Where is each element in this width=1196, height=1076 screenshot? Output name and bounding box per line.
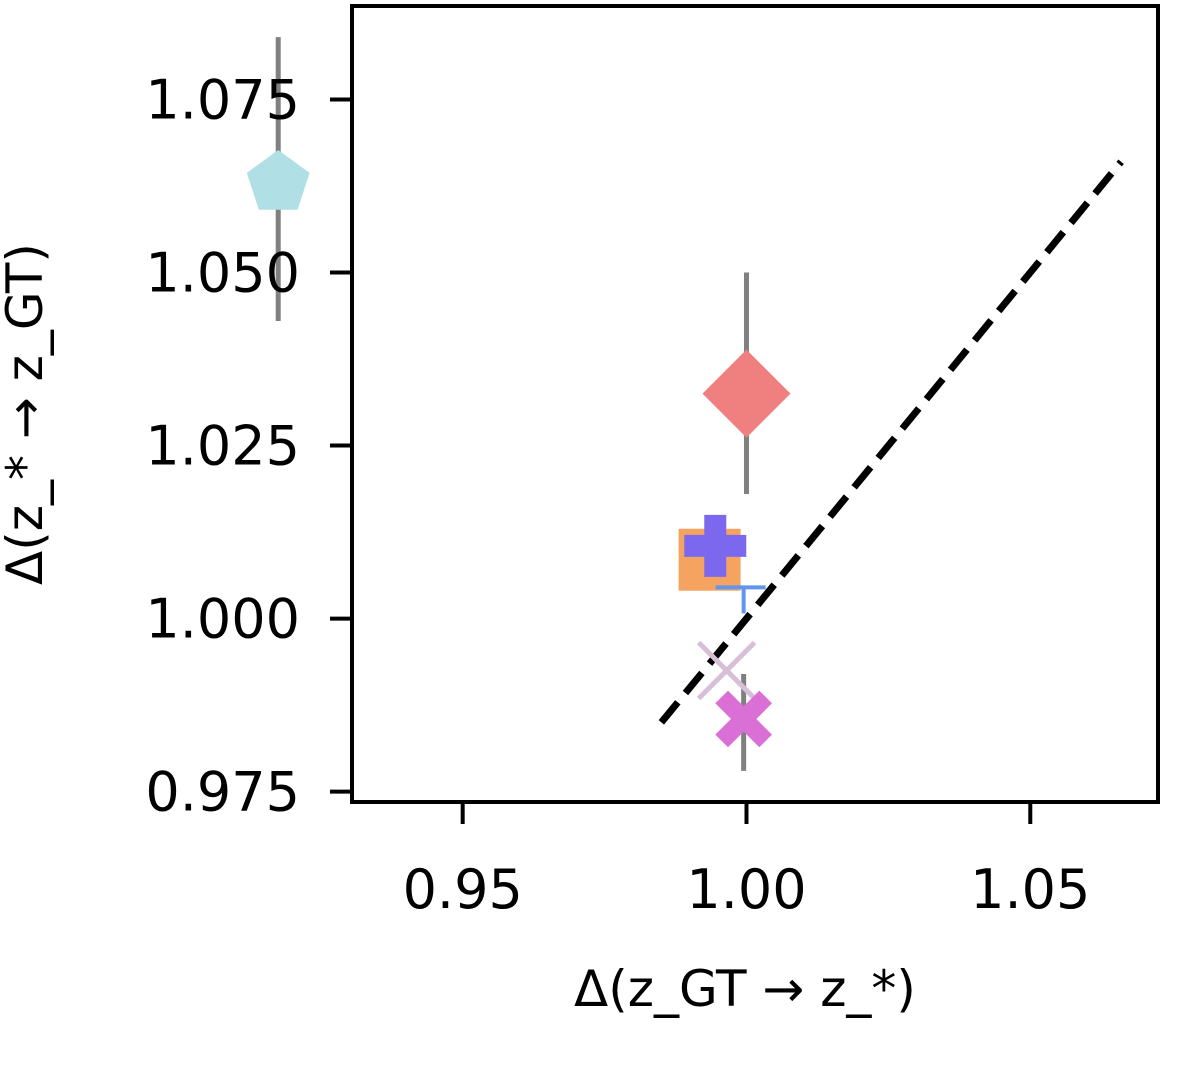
x-filled-marker xyxy=(715,690,773,748)
y-tick-label: 0.975 xyxy=(145,761,300,824)
reference-line-group xyxy=(658,159,1124,725)
tri-marker xyxy=(715,585,766,614)
x-axis-label: Δ(z_GT → z_*) xyxy=(574,960,916,1018)
x-marker xyxy=(696,640,757,701)
reference-line xyxy=(658,159,1124,725)
x-tick-label: 1.00 xyxy=(686,858,806,921)
x-tick-label: 0.95 xyxy=(403,858,523,921)
diamond-marker xyxy=(702,349,791,438)
plot-frame xyxy=(350,4,1160,804)
pentagon-marker xyxy=(246,150,310,210)
y-tick-label: 1.050 xyxy=(145,241,300,304)
error-bars xyxy=(275,37,749,771)
x-axis-ticks: 0.95 1.00 1.05 xyxy=(403,802,1090,921)
y-tick-label: 1.025 xyxy=(145,415,300,478)
markers xyxy=(246,150,791,748)
y-axis-label: Δ(z_* → z_GT) xyxy=(0,243,54,585)
y-tick-label: 1.075 xyxy=(145,68,300,131)
plus-marker xyxy=(684,514,747,577)
y-axis-ticks: 0.975 1.000 1.025 1.050 1.075 xyxy=(145,68,352,824)
x-tick-label: 1.05 xyxy=(970,858,1090,921)
y-tick-label: 1.000 xyxy=(145,588,300,651)
